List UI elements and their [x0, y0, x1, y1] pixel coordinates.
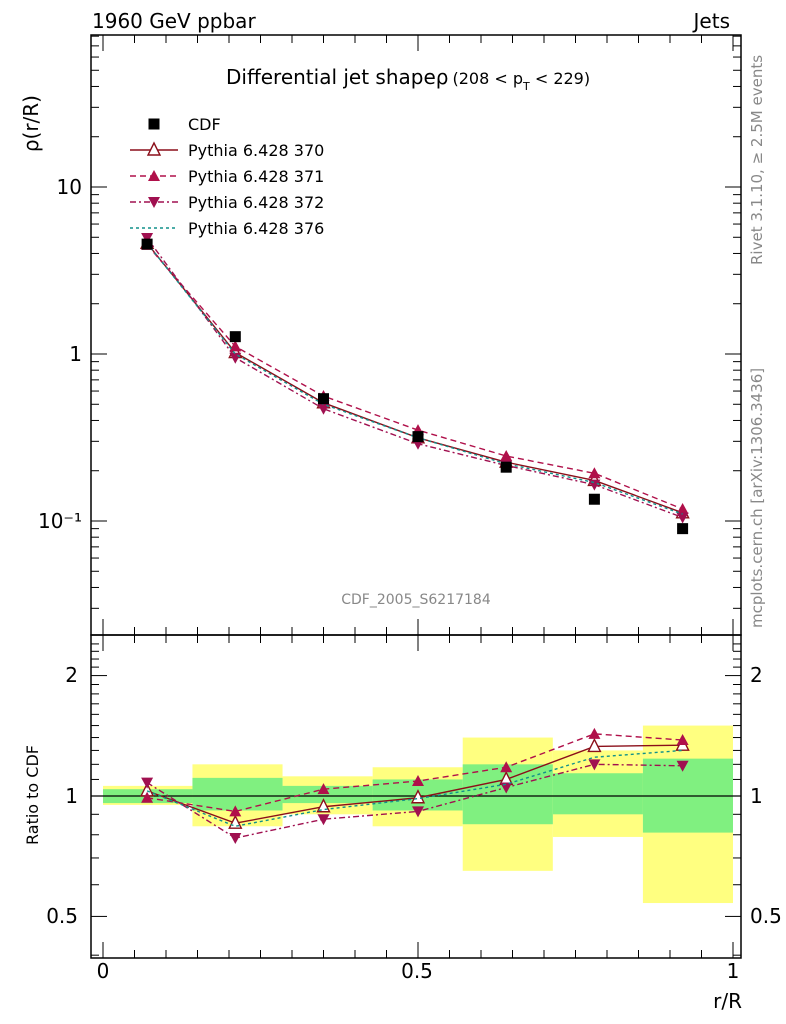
legend-label: Pythia 6.428 371: [188, 167, 324, 186]
main-series-2-point: [500, 450, 513, 462]
ratio-series-2-point: [317, 814, 330, 826]
cdf-point: [588, 493, 600, 505]
cdf-point: [229, 331, 241, 343]
ratio-series-2-point: [588, 759, 601, 771]
ratio-ylabel: Ratio to CDF: [23, 745, 42, 845]
legend-marker: [148, 118, 160, 130]
cdf-point: [677, 523, 689, 535]
main-series-3-point: [676, 512, 689, 524]
main-series-3-line: [146, 237, 683, 519]
ratio-series-0-point: [587, 737, 602, 753]
main-ylabel: ρ(r/R): [19, 95, 43, 152]
cdf-point: [318, 393, 329, 405]
ratio-panel: Ratio to CDF 2 1 0.5 2 1 0.5 0 0.5 1 r/R: [23, 634, 782, 1013]
ratio-series-2-point: [412, 806, 424, 818]
xtick-label-0: 0: [97, 959, 110, 983]
ratio-ytick-1-right: 1: [750, 784, 763, 808]
ytick-label-1: 1: [69, 342, 82, 366]
watermark: CDF_2005_S6217184: [341, 592, 491, 608]
main-series-2-line: [146, 244, 683, 510]
ratio-ytick-0.5-right: 0.5: [750, 904, 782, 928]
main-series-2-point: [588, 467, 601, 479]
main-series-3-point: [141, 233, 154, 245]
title-sub-sub: T: [522, 80, 530, 93]
ratio-ytick-1-left: 1: [65, 784, 78, 808]
cdf-point: [141, 238, 153, 250]
ratio-series-0-point: [410, 789, 426, 804]
band-green: [552, 773, 643, 815]
legend: CDF Pythia 6.428 370 Pythia 6.428 371 Pythi…: [130, 115, 324, 238]
ytick-label-10: 10: [57, 175, 82, 199]
title-sub-pre: (208 < p: [452, 69, 523, 88]
ratio-series-2-point: [141, 777, 154, 789]
legend-marker: [146, 141, 162, 156]
band-green: [462, 764, 553, 825]
ratio-series-1-point: [229, 805, 242, 817]
ytick-label-0.1: 10⁻¹: [38, 509, 82, 533]
main-panel: ρ(r/R) 10 1 10⁻¹ Differential jet shapeρ…: [19, 34, 742, 636]
xtick-label-1: 1: [727, 959, 740, 983]
ratio-ytick-2-left: 2: [65, 663, 78, 687]
legend-marker: [148, 197, 160, 208]
cdf-point: [500, 461, 512, 473]
title-main: Differential jet shapeρ: [226, 65, 448, 89]
ratio-series-1-point: [500, 761, 513, 773]
legend-label: Pythia 6.428 372: [188, 193, 324, 212]
ratio-series-1-point: [141, 791, 154, 803]
main-marks: [139, 233, 690, 535]
main-series-4-line: [146, 242, 683, 515]
legend-label: Pythia 6.428 376: [188, 219, 324, 238]
cdf-point: [412, 431, 424, 443]
main-series-2-point: [676, 502, 689, 514]
band-green: [192, 777, 283, 811]
main-series-1-line: [146, 242, 683, 514]
mcplots-label: mcplots.cern.ch [arXiv:1306.3436]: [748, 368, 766, 628]
ratio-series-2-point: [676, 760, 689, 772]
legend-label: Pythia 6.428 370: [188, 141, 324, 160]
ratio-series-1-point: [588, 727, 601, 739]
ratio-ytick-0.5-left: 0.5: [46, 904, 78, 928]
ratio-series-1-point: [412, 775, 424, 787]
rivet-label: Rivet 3.1.10, ≥ 2.5M events: [748, 55, 766, 265]
ratio-series-2-point: [229, 833, 242, 845]
legend-label: CDF: [188, 115, 221, 134]
ratio-ytick-2-right: 2: [750, 663, 763, 687]
ratio-series-1-point: [676, 734, 689, 746]
band-green: [282, 785, 373, 804]
xtick-label-0.5: 0.5: [401, 959, 433, 983]
header-left: 1960 GeV ppbar: [92, 9, 256, 33]
main-series-3-point: [317, 403, 330, 415]
ratio-series-1-point: [317, 783, 330, 795]
legend-marker: [148, 170, 160, 181]
ratio-marks: [91, 725, 741, 904]
ratio-ticks: [91, 635, 741, 958]
title-sub-post: < 229): [530, 69, 590, 88]
main-ticks: [91, 35, 741, 635]
main-series-2-point: [229, 340, 242, 352]
header-right: Jets: [692, 9, 730, 33]
xlabel: r/R: [713, 989, 742, 1013]
chart-title: Differential jet shapeρ (208 < pT < 229): [226, 65, 590, 93]
